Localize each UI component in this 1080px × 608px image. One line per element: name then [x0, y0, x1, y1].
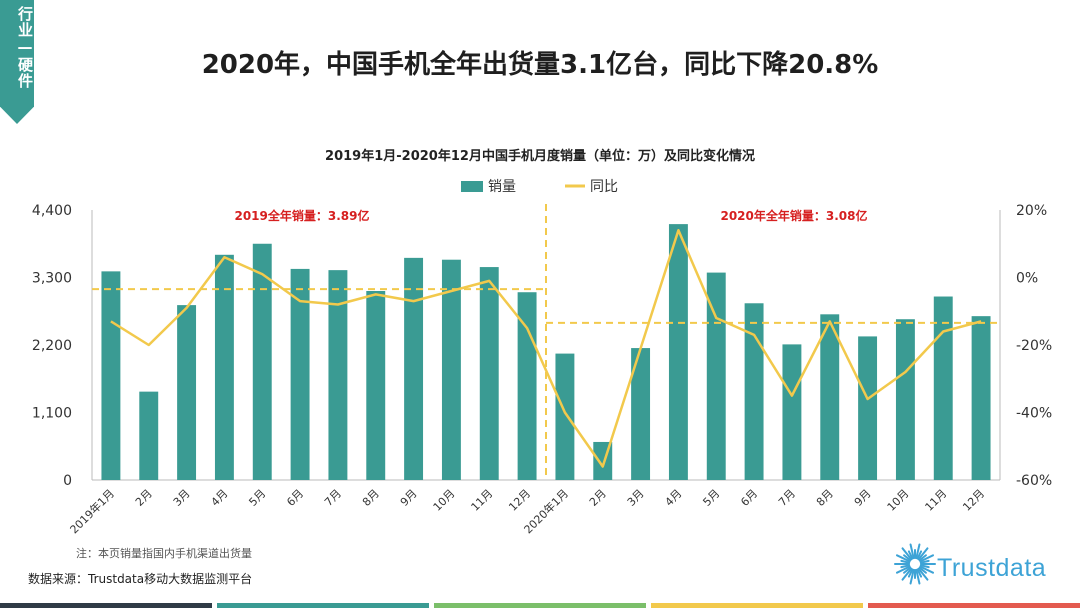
y-right-tick-label: 20%	[1016, 203, 1047, 219]
bar-sales	[820, 314, 840, 480]
y-right-tick-label: -60%	[1016, 473, 1052, 489]
y-right-tick-label: -40%	[1016, 406, 1052, 422]
data-source: 数据来源：Trustdata移动大数据监测平台	[28, 572, 253, 586]
footer-color-segment	[0, 603, 212, 608]
annotation-2019-total: 2019全年销量：3.89亿	[234, 208, 369, 223]
x-tick-label: 7月	[322, 487, 344, 509]
bar-sales	[366, 291, 386, 480]
bar-sales	[631, 348, 651, 480]
bar-sales	[290, 268, 310, 480]
sales-chart: 2019年1月-2020年12月中国手机月度销量（单位：万）及同比变化情况 销量…	[32, 148, 1052, 536]
y-left-tick-label: 1,100	[32, 406, 72, 422]
footer-color-bar	[0, 603, 1080, 608]
y-left-tick-label: 3,300	[32, 271, 72, 287]
trustdata-logo-text: Trustdata	[937, 554, 1047, 582]
bar-sales	[328, 270, 348, 480]
bar-sales	[858, 336, 878, 480]
bar-sales	[139, 391, 159, 480]
x-tick-label: 2月	[133, 487, 155, 509]
bar-sales	[101, 271, 121, 480]
x-tick-label: 6月	[284, 487, 306, 509]
chart-legend: 销量 同比	[461, 179, 618, 195]
y-right-tick-label: 0%	[1016, 271, 1038, 287]
bar-sales	[668, 224, 688, 480]
section-tab: 行业—硬件	[0, 0, 34, 124]
legend-line-label: 同比	[590, 179, 618, 195]
x-tick-label: 9月	[852, 487, 874, 509]
bar-sales	[706, 272, 726, 480]
x-tick-label: 12月	[506, 487, 533, 514]
x-tick-label: 8月	[814, 487, 836, 509]
bar-sales	[177, 305, 197, 480]
footer-color-segment	[434, 603, 646, 608]
footer-color-segment	[868, 603, 1080, 608]
bar-sales	[479, 267, 499, 480]
trustdata-logo-icon	[894, 543, 936, 585]
y-left-tick-label: 0	[63, 473, 72, 489]
chart-title: 2019年1月-2020年12月中国手机月度销量（单位：万）及同比变化情况	[325, 148, 755, 164]
x-tick-label: 9月	[398, 487, 420, 509]
x-tick-label: 8月	[360, 487, 382, 509]
legend-bar-label: 销量	[488, 179, 516, 195]
x-tick-label: 3月	[625, 487, 647, 509]
legend-bar-swatch	[461, 181, 483, 192]
annotation-2020-total: 2020年全年销量：3.08亿	[720, 208, 867, 223]
bar-sales	[782, 344, 802, 480]
x-tick-label: 10月	[431, 487, 458, 514]
bar-sales	[971, 316, 991, 480]
x-tick-label: 2019年1月	[67, 486, 117, 536]
x-tick-label: 7月	[776, 487, 798, 509]
x-tick-label: 11月	[469, 487, 496, 514]
x-tick-label: 5月	[246, 487, 268, 509]
x-tick-label: 10月	[885, 487, 912, 514]
y-left-tick-label: 4,400	[32, 203, 72, 219]
x-tick-label: 3月	[171, 487, 193, 509]
x-tick-label: 4月	[663, 487, 685, 509]
bar-sales	[555, 353, 575, 480]
bar-sales	[214, 254, 234, 480]
x-tick-label: 5月	[700, 487, 722, 509]
x-tick-label: 12月	[960, 487, 987, 514]
page-headline: 2020年，中国手机全年出货量3.1亿台，同比下降20.8%	[201, 50, 879, 80]
x-tick-label: 11月	[923, 487, 950, 514]
bar-sales	[895, 319, 915, 480]
y-left-tick-label: 2,200	[32, 338, 72, 354]
bar-sales	[441, 259, 461, 480]
bar-sales	[933, 296, 953, 480]
x-tick-label: 4月	[209, 487, 231, 509]
bar-sales	[744, 303, 764, 480]
line-yoy	[110, 229, 982, 468]
bar-sales	[252, 243, 272, 480]
footer-color-segment	[651, 603, 863, 608]
footnote: 注：本页销量指国内手机渠道出货量	[76, 547, 252, 560]
y-right-tick-label: -20%	[1016, 338, 1052, 354]
x-tick-label: 6月	[738, 487, 760, 509]
bar-sales	[404, 257, 424, 480]
footer-color-segment	[217, 603, 429, 608]
x-tick-label: 2月	[587, 487, 609, 509]
